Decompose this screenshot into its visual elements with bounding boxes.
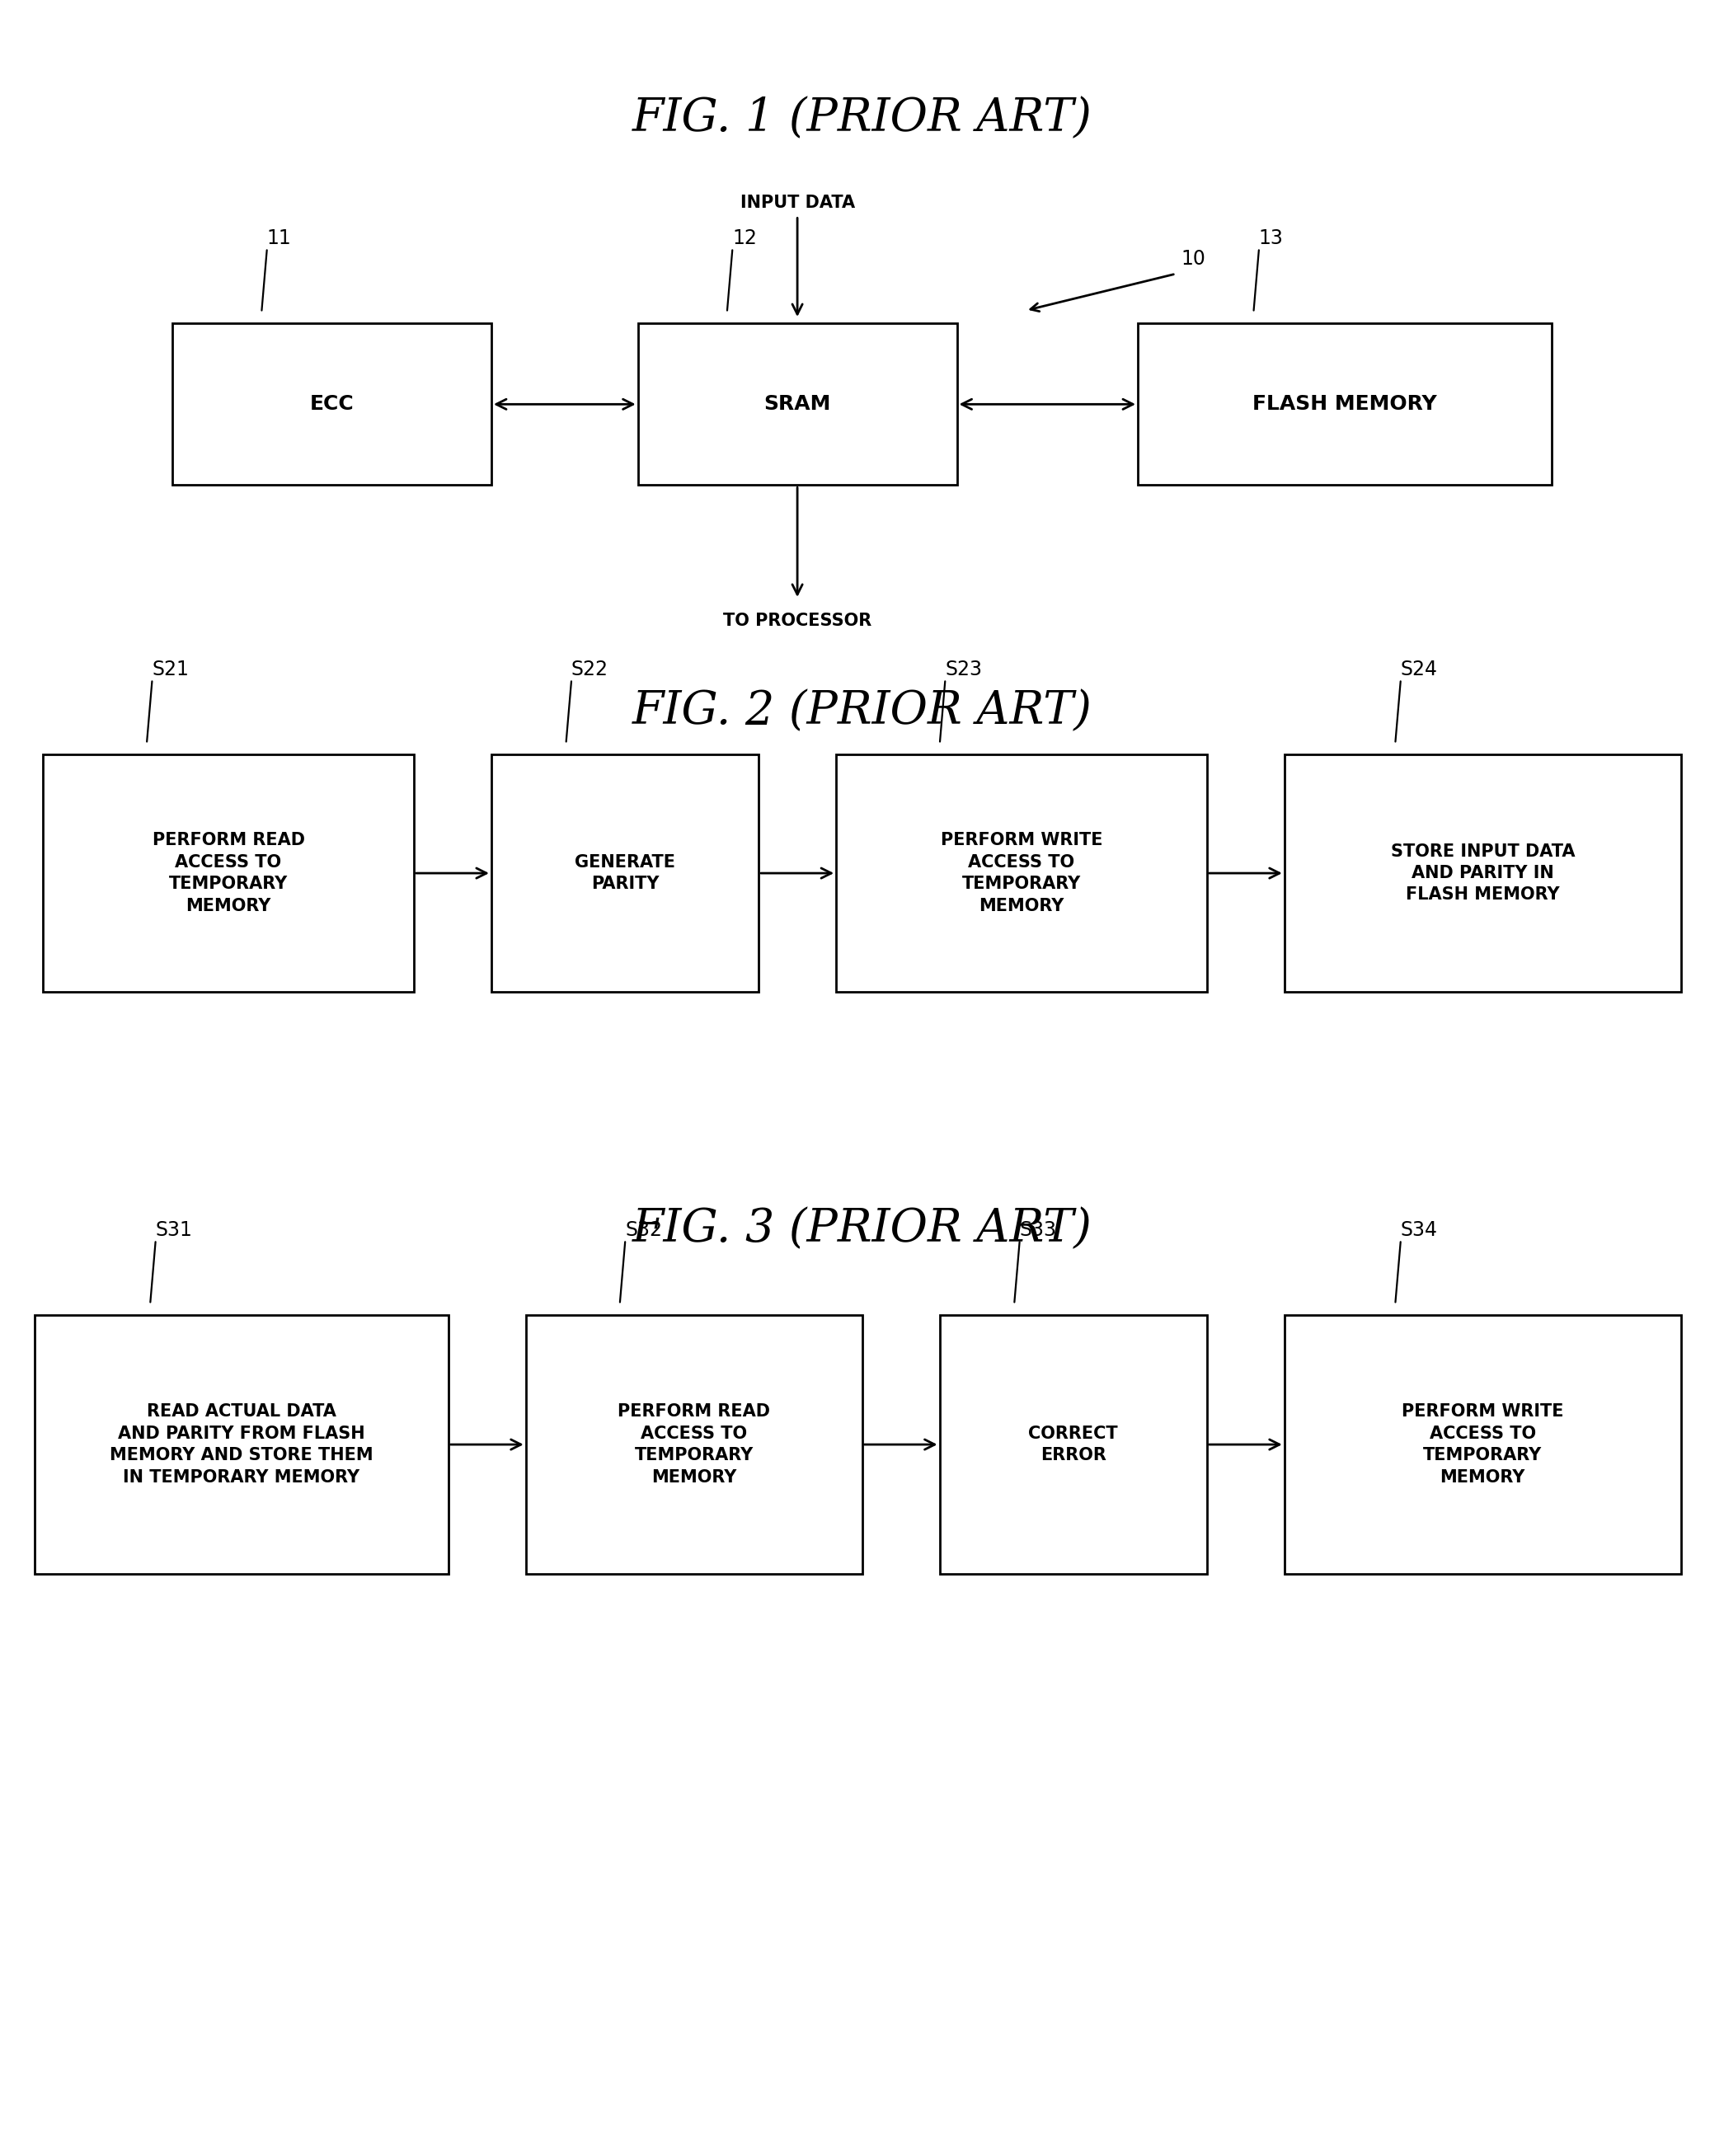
Text: 12: 12 bbox=[733, 229, 757, 248]
Bar bbox=[1284, 1315, 1681, 1574]
Bar bbox=[526, 1315, 862, 1574]
Text: STORE INPUT DATA
AND PARITY IN
FLASH MEMORY: STORE INPUT DATA AND PARITY IN FLASH MEM… bbox=[1391, 843, 1574, 903]
Bar bbox=[638, 323, 957, 485]
Text: SRAM: SRAM bbox=[764, 395, 831, 414]
Bar bbox=[1138, 323, 1552, 485]
Text: INPUT DATA: INPUT DATA bbox=[740, 194, 855, 211]
Bar bbox=[34, 1315, 448, 1574]
Text: FIG. 3 (PRIOR ART): FIG. 3 (PRIOR ART) bbox=[633, 1207, 1091, 1250]
Text: S21: S21 bbox=[152, 660, 190, 679]
Text: PERFORM WRITE
ACCESS TO
TEMPORARY
MEMORY: PERFORM WRITE ACCESS TO TEMPORARY MEMORY bbox=[941, 832, 1102, 914]
Bar bbox=[1284, 755, 1681, 992]
Text: 10: 10 bbox=[1181, 248, 1205, 270]
Text: S32: S32 bbox=[626, 1220, 662, 1240]
Text: ECC: ECC bbox=[310, 395, 353, 414]
Text: PERFORM READ
ACCESS TO
TEMPORARY
MEMORY: PERFORM READ ACCESS TO TEMPORARY MEMORY bbox=[617, 1404, 771, 1485]
Text: PERFORM WRITE
ACCESS TO
TEMPORARY
MEMORY: PERFORM WRITE ACCESS TO TEMPORARY MEMORY bbox=[1402, 1404, 1564, 1485]
Bar bbox=[836, 755, 1207, 992]
Bar bbox=[940, 1315, 1207, 1574]
Text: 11: 11 bbox=[267, 229, 291, 248]
Text: 13: 13 bbox=[1259, 229, 1283, 248]
Text: TO PROCESSOR: TO PROCESSOR bbox=[722, 612, 872, 630]
Bar bbox=[43, 755, 414, 992]
Text: FLASH MEMORY: FLASH MEMORY bbox=[1252, 395, 1438, 414]
Text: CORRECT
ERROR: CORRECT ERROR bbox=[1029, 1425, 1117, 1464]
Text: S34: S34 bbox=[1400, 1220, 1438, 1240]
Bar bbox=[491, 755, 759, 992]
Text: PERFORM READ
ACCESS TO
TEMPORARY
MEMORY: PERFORM READ ACCESS TO TEMPORARY MEMORY bbox=[152, 832, 305, 914]
Text: S33: S33 bbox=[1019, 1220, 1057, 1240]
Bar bbox=[172, 323, 491, 485]
Text: GENERATE
PARITY: GENERATE PARITY bbox=[574, 854, 676, 893]
Text: S24: S24 bbox=[1400, 660, 1438, 679]
Text: S31: S31 bbox=[155, 1220, 193, 1240]
Text: FIG. 2 (PRIOR ART): FIG. 2 (PRIOR ART) bbox=[633, 690, 1091, 733]
Text: FIG. 1 (PRIOR ART): FIG. 1 (PRIOR ART) bbox=[633, 97, 1091, 140]
Text: S22: S22 bbox=[571, 660, 609, 679]
Text: READ ACTUAL DATA
AND PARITY FROM FLASH
MEMORY AND STORE THEM
IN TEMPORARY MEMORY: READ ACTUAL DATA AND PARITY FROM FLASH M… bbox=[110, 1404, 372, 1485]
Text: S23: S23 bbox=[945, 660, 983, 679]
